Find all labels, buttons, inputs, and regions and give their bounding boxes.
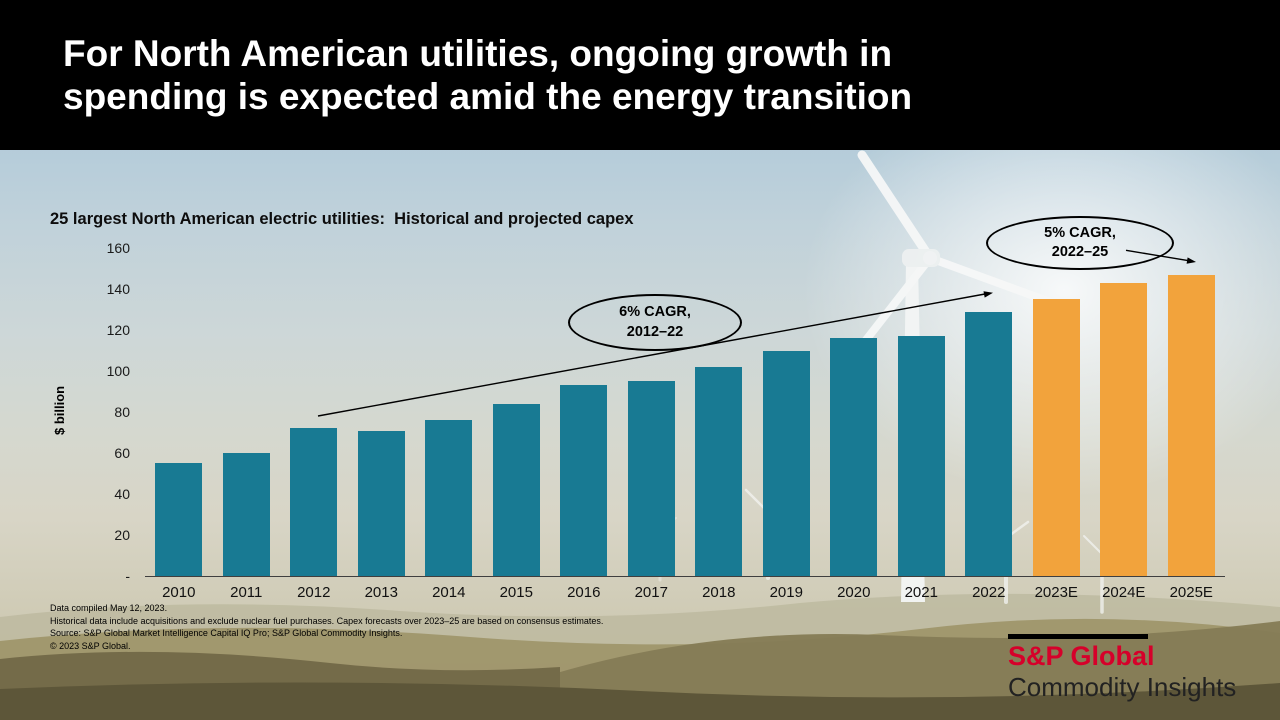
y-tick-100: 100	[106, 363, 130, 379]
footnote-methodology: Historical data include acquisitions and…	[50, 615, 604, 626]
slide-title-line2: spending is expected amid the energy tra…	[63, 76, 913, 118]
y-tick-20: 20	[114, 527, 130, 543]
annotation-text-line2: 2012–22	[626, 323, 684, 340]
x-tick-2012: 2012	[297, 584, 331, 601]
annotation-text-line1: 6% CAGR,	[619, 304, 691, 321]
bar-2014	[425, 420, 473, 576]
slide-title-line1: For North American utilities, ongoing gr…	[63, 33, 893, 74]
footnote-compiled: Data compiled May 12, 2023.	[50, 603, 168, 613]
x-axis-labels: 2010 2011 2012 2013 2014 2015 2016 2017 2018 2019…	[145, 584, 1225, 601]
y-tick--: -	[125, 568, 130, 584]
x-tick-2017: 2017	[634, 584, 668, 601]
bar-2025E	[1167, 274, 1215, 576]
annotation-text-line1: 5% CAGR,	[1044, 224, 1116, 241]
bar-2019	[762, 350, 810, 576]
bar-column-2015	[483, 403, 551, 576]
bar-2015	[492, 403, 540, 576]
bar-column-2014	[415, 420, 483, 576]
bar-2021	[897, 336, 945, 576]
x-tick-2010: 2010	[162, 584, 196, 601]
bar-column-2019	[753, 350, 821, 576]
y-tick-80: 80	[114, 404, 130, 420]
bar-2018	[695, 366, 743, 576]
y-axis: 160 140 120 100 80 60 40 20 -	[88, 0, 130, 720]
bar-column-2010	[145, 463, 213, 576]
y-tick-40: 40	[114, 486, 130, 502]
bar-column-2023E	[1023, 299, 1091, 576]
footnote-source: Source: S&P Global Market Intelligence C…	[50, 628, 403, 638]
bar-2012	[290, 428, 338, 576]
bar-2020	[830, 338, 878, 576]
footnotes: Data compiled May 12, 2023. Historical d…	[50, 602, 1010, 652]
logo-rule	[1008, 634, 1148, 639]
x-tick-2022: 2022	[972, 584, 1006, 601]
x-tick-2021: 2021	[904, 584, 938, 601]
footnote-copyright: © 2023 S&P Global.	[50, 640, 131, 651]
y-tick-160: 160	[106, 240, 130, 256]
bar-2023E	[1032, 299, 1080, 576]
annotation-text-line2: 2022–25	[1051, 244, 1109, 260]
bar-column-2013	[348, 430, 416, 576]
bar-column-2018	[685, 366, 753, 576]
x-tick-2015: 2015	[499, 584, 533, 601]
logo-division: Commodity Insights	[1008, 671, 1237, 702]
x-tick-2020: 2020	[837, 584, 871, 601]
bar-column-2016	[550, 385, 618, 576]
y-axis-title: $ billion	[52, 385, 67, 435]
bar-column-2011	[213, 453, 281, 576]
x-tick-2014: 2014	[432, 584, 466, 601]
x-tick-2018: 2018	[702, 584, 736, 601]
bar-column-2021	[888, 336, 956, 576]
x-tick-2025E: 2025E	[1169, 584, 1213, 601]
x-tick-2013: 2013	[364, 584, 398, 601]
x-axis-line	[145, 576, 1225, 577]
bar-column-2017	[618, 381, 686, 576]
x-tick-2019: 2019	[769, 584, 803, 601]
x-tick-2024E: 2024E	[1102, 584, 1146, 601]
slide-title: For North American utilities, ongoing gr…	[63, 32, 912, 119]
bar-column-2012	[280, 428, 348, 576]
bar-column-2020	[820, 338, 888, 576]
logo-brand: S&P Global	[1008, 641, 1155, 671]
chart-title: 25 largest North American electric utili…	[50, 210, 634, 228]
bar-2016	[560, 385, 608, 576]
bar-2013	[357, 430, 405, 576]
bar-2024E	[1100, 282, 1148, 576]
bar-2010	[155, 463, 203, 576]
y-tick-140: 140	[106, 281, 130, 297]
x-tick-2011: 2011	[230, 584, 263, 601]
annotation-cagr-2022-25: 5% CAGR, 2022–25	[986, 216, 1174, 270]
bar-column-2022	[955, 311, 1023, 576]
annotation-cagr-2012-22: 6% CAGR, 2012–22	[568, 294, 742, 351]
x-tick-2016: 2016	[567, 584, 601, 601]
bar-2022	[965, 311, 1013, 576]
bar-column-2024E	[1090, 282, 1158, 576]
sp-global-logo: S&P Global Commodity Insights	[1008, 634, 1236, 701]
bar-2017	[627, 381, 675, 576]
title-bar: For North American utilities, ongoing gr…	[0, 0, 1280, 150]
hills-graphic	[0, 593, 1280, 720]
y-tick-120: 120	[106, 322, 130, 338]
bar-2011	[222, 453, 270, 576]
bar-column-2025E	[1158, 274, 1226, 576]
x-tick-2023E: 2023E	[1034, 584, 1078, 601]
y-tick-60: 60	[114, 445, 130, 461]
